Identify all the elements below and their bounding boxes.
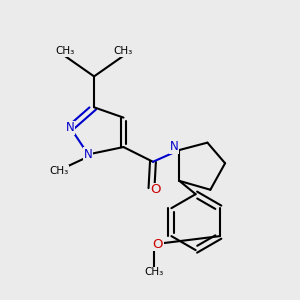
Text: O: O	[151, 183, 161, 196]
Text: CH₃: CH₃	[114, 46, 133, 56]
Text: N: N	[170, 140, 178, 153]
Text: CH₃: CH₃	[49, 166, 68, 176]
Text: N: N	[84, 148, 92, 161]
Text: O: O	[153, 238, 163, 251]
Text: CH₃: CH₃	[145, 267, 164, 277]
Text: N: N	[66, 122, 75, 134]
Text: CH₃: CH₃	[55, 46, 74, 56]
